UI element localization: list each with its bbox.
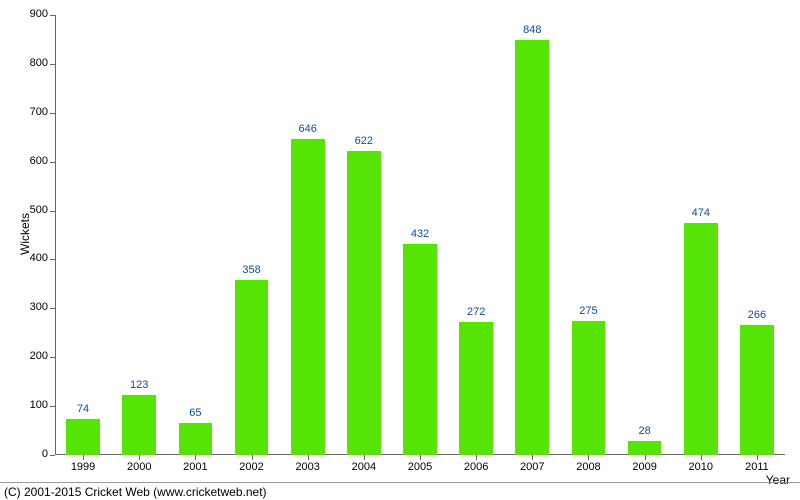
y-tick-mark [50,15,55,16]
y-tick-mark [50,64,55,65]
x-tick-label: 2005 [400,461,440,473]
x-tick-mark [308,455,309,460]
y-tick-mark [50,455,55,456]
x-tick-label: 2001 [175,461,215,473]
bar [122,395,156,455]
bar [628,441,662,455]
y-tick-label: 700 [20,106,48,118]
y-tick-mark [50,162,55,163]
x-tick-label: 1999 [63,461,103,473]
y-tick-label: 100 [20,399,48,411]
y-tick-label: 200 [20,350,48,362]
bar [347,151,381,455]
y-tick-mark [50,406,55,407]
x-tick-label: 2006 [456,461,496,473]
x-tick-label: 2002 [232,461,272,473]
bar [291,139,325,455]
x-tick-mark [645,455,646,460]
x-tick-label: 2010 [681,461,721,473]
x-tick-mark [532,455,533,460]
x-tick-label: 2004 [344,461,384,473]
bar [459,322,493,455]
chart-container: Wickets Year 010020030040050060070080090… [0,0,800,500]
y-tick-mark [50,113,55,114]
y-axis-label: Wickets [18,213,32,255]
bar [684,223,718,455]
bar-value-label: 65 [189,407,201,419]
x-tick-mark [83,455,84,460]
bar [515,40,549,455]
bar-value-label: 432 [411,228,429,240]
y-tick-label: 300 [20,301,48,313]
y-tick-mark [50,259,55,260]
bar-value-label: 358 [242,264,260,276]
y-tick-mark [50,211,55,212]
y-tick-label: 0 [20,448,48,460]
x-tick-label: 2000 [119,461,159,473]
bar [179,423,213,455]
y-tick-label: 500 [20,204,48,216]
x-tick-label: 2009 [625,461,665,473]
x-tick-mark [420,455,421,460]
bar [403,244,437,455]
x-tick-mark [195,455,196,460]
y-tick-mark [50,308,55,309]
bar-value-label: 474 [692,207,710,219]
x-tick-label: 2003 [288,461,328,473]
y-tick-label: 600 [20,155,48,167]
bar-value-label: 848 [523,24,541,36]
x-tick-mark [757,455,758,460]
y-tick-label: 900 [20,8,48,20]
x-tick-mark [701,455,702,460]
bar [740,325,774,455]
x-tick-mark [588,455,589,460]
y-tick-label: 800 [20,57,48,69]
x-tick-label: 2007 [512,461,552,473]
bar-value-label: 123 [130,379,148,391]
bar [572,321,606,455]
x-tick-label: 2008 [568,461,608,473]
bar-value-label: 28 [638,425,650,437]
y-tick-label: 400 [20,252,48,264]
x-tick-mark [476,455,477,460]
bar-value-label: 646 [299,123,317,135]
y-tick-mark [50,357,55,358]
x-tick-mark [252,455,253,460]
x-tick-label: 2011 [737,461,777,473]
copyright-text: (C) 2001-2015 Cricket Web (www.cricketwe… [0,482,800,500]
bar-value-label: 272 [467,306,485,318]
x-tick-mark [139,455,140,460]
bar-value-label: 74 [77,403,89,415]
bar-value-label: 275 [579,305,597,317]
bar-value-label: 622 [355,135,373,147]
bar [235,280,269,455]
x-tick-mark [364,455,365,460]
bar [66,419,100,455]
bar-value-label: 266 [748,309,766,321]
